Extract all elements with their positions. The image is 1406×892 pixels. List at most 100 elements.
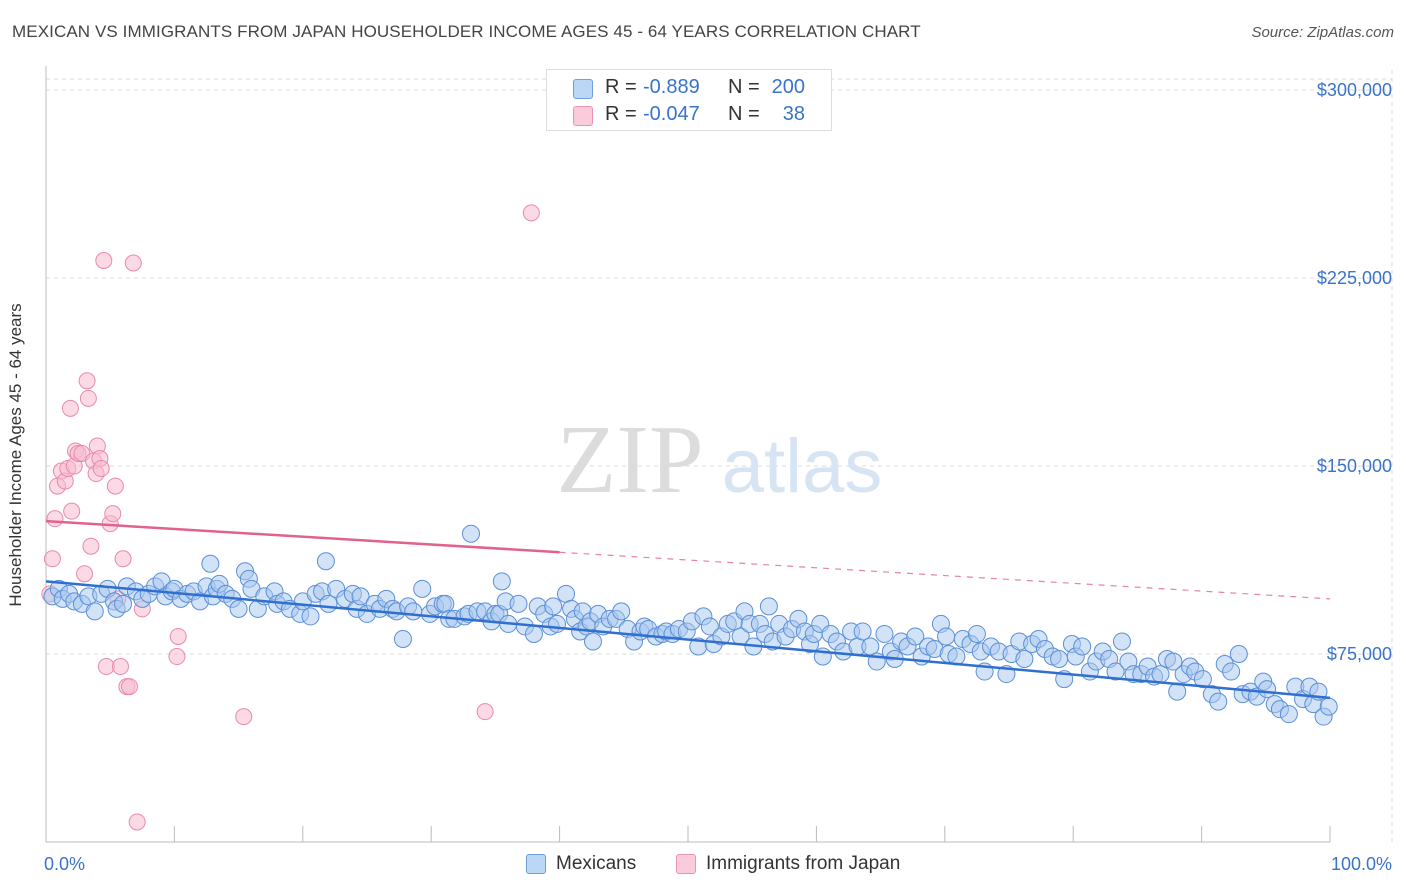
mexican-point: [393, 629, 412, 648]
legend-row-mexicans: R = -0.889 N = 200: [547, 74, 831, 100]
axes: [45, 66, 1331, 843]
mexican-point: [548, 614, 567, 633]
correlation-legend: R = -0.889 N = 200 R = -0.047 N = 38: [546, 69, 832, 131]
mexican-point: [1164, 652, 1183, 671]
mexican-point: [875, 624, 894, 643]
mexican-point: [201, 554, 220, 573]
y-tick-label: $300,000: [1317, 80, 1392, 100]
japan-point: [120, 678, 138, 696]
tick-labels: $75,000 $150,000 $225,000 $300,000 0.0% 100.0…: [44, 80, 1392, 874]
japan-point: [235, 708, 253, 726]
chart-title: MEXICAN VS IMMIGRANTS FROM JAPAN HOUSEHO…: [12, 22, 921, 41]
mexican-point: [1229, 645, 1248, 664]
x-tick-label-max: 100.0%: [1331, 854, 1392, 874]
mexican-point: [524, 624, 543, 643]
mexican-point: [1050, 650, 1069, 669]
japan-points: [41, 204, 540, 831]
japan-point: [111, 658, 129, 676]
japan-point: [168, 648, 186, 666]
legend-item-mexicans: Mexicans: [526, 852, 666, 878]
mexicans-trend-line: [45, 580, 1331, 700]
legend-item-japan: Immigrants from Japan: [676, 852, 936, 878]
legend-n-label: N =: [728, 103, 760, 125]
japan-point: [43, 550, 61, 568]
bottom-legend-label-mexicans: Mexicans: [556, 853, 637, 874]
mexican-point: [413, 579, 432, 598]
mexican-point: [1112, 632, 1131, 651]
mexican-point: [436, 594, 455, 613]
mexican-point: [1073, 637, 1092, 656]
mexican-point: [85, 602, 104, 621]
gridlines: [46, 70, 1393, 842]
mexican-point: [351, 587, 370, 606]
legend-r-value: -0.047: [643, 103, 700, 125]
bottom-legend-swatch-mexicans: [526, 854, 546, 874]
japan-point: [114, 550, 132, 568]
legend-row-japan: R = -0.047 N = 38: [547, 101, 831, 127]
x-tick-label-min: 0.0%: [44, 854, 85, 874]
mexican-point: [759, 597, 778, 616]
watermark-zip: ZIP: [557, 406, 704, 514]
japan-point: [169, 627, 187, 645]
mexican-point: [1106, 662, 1125, 681]
mexican-points: [43, 524, 1338, 726]
japan-point: [95, 251, 113, 269]
japan-point: [97, 658, 115, 676]
mexican-point: [583, 632, 602, 651]
mexican-point: [967, 624, 986, 643]
mexican-point: [316, 552, 335, 571]
mexican-point: [1015, 650, 1034, 669]
mexican-point: [906, 627, 925, 646]
mexican-point: [557, 584, 576, 603]
mexican-point: [404, 602, 423, 621]
japan-point: [63, 502, 81, 520]
mexican-point: [462, 524, 481, 543]
watermark-atlas: atlas: [722, 424, 883, 509]
mexican-point: [229, 599, 248, 618]
mexican-point: [1279, 705, 1298, 724]
japan-point: [61, 399, 79, 417]
mexican-point: [700, 617, 719, 636]
mexican-point: [1319, 697, 1338, 716]
y-tick-label: $225,000: [1317, 268, 1392, 288]
japan-point: [78, 372, 96, 390]
legend-r-label: R =: [605, 76, 637, 98]
legend-n-label: N =: [728, 76, 760, 98]
bottom-legend-swatch-japan: [676, 854, 696, 874]
legend-r-label: R =: [605, 103, 637, 125]
japan-point: [79, 389, 97, 407]
mexican-point: [114, 594, 133, 613]
mexican-point: [509, 594, 528, 613]
japan-trend-line-solid: [45, 519, 560, 554]
y-axis-label: Householder Income Ages 45 - 64 years: [6, 303, 25, 607]
japan-point: [76, 565, 94, 583]
japan-point: [104, 505, 122, 523]
mexican-point: [1209, 692, 1228, 711]
y-tick-label: $150,000: [1317, 456, 1392, 476]
mexican-point: [853, 622, 872, 641]
legend-swatch-japan: [573, 106, 593, 126]
y-tick-label: $75,000: [1327, 644, 1392, 664]
legend-n-value: 38: [782, 103, 805, 125]
source-label: Source: ZipAtlas.com: [1251, 24, 1394, 41]
legend-r-value: -0.889: [643, 76, 700, 98]
japan-point: [476, 703, 494, 721]
bottom-legend-label-japan: Immigrants from Japan: [706, 853, 901, 874]
japan-point: [128, 813, 146, 831]
mexican-point: [319, 594, 338, 613]
mexican-point: [861, 637, 880, 656]
legend-n-value: 200: [771, 76, 805, 98]
japan-point: [522, 204, 540, 222]
mexican-point: [1222, 662, 1241, 681]
japan-point: [46, 510, 64, 528]
mexican-point: [937, 627, 956, 646]
japan-point: [92, 460, 110, 478]
mexican-point: [1151, 665, 1170, 684]
japan-point: [82, 537, 100, 555]
japan-point: [124, 254, 142, 272]
trend-lines: [45, 519, 1331, 700]
mexican-point: [301, 607, 320, 626]
mexican-point: [492, 572, 511, 591]
mexican-point: [612, 602, 631, 621]
mexican-point: [544, 597, 563, 616]
